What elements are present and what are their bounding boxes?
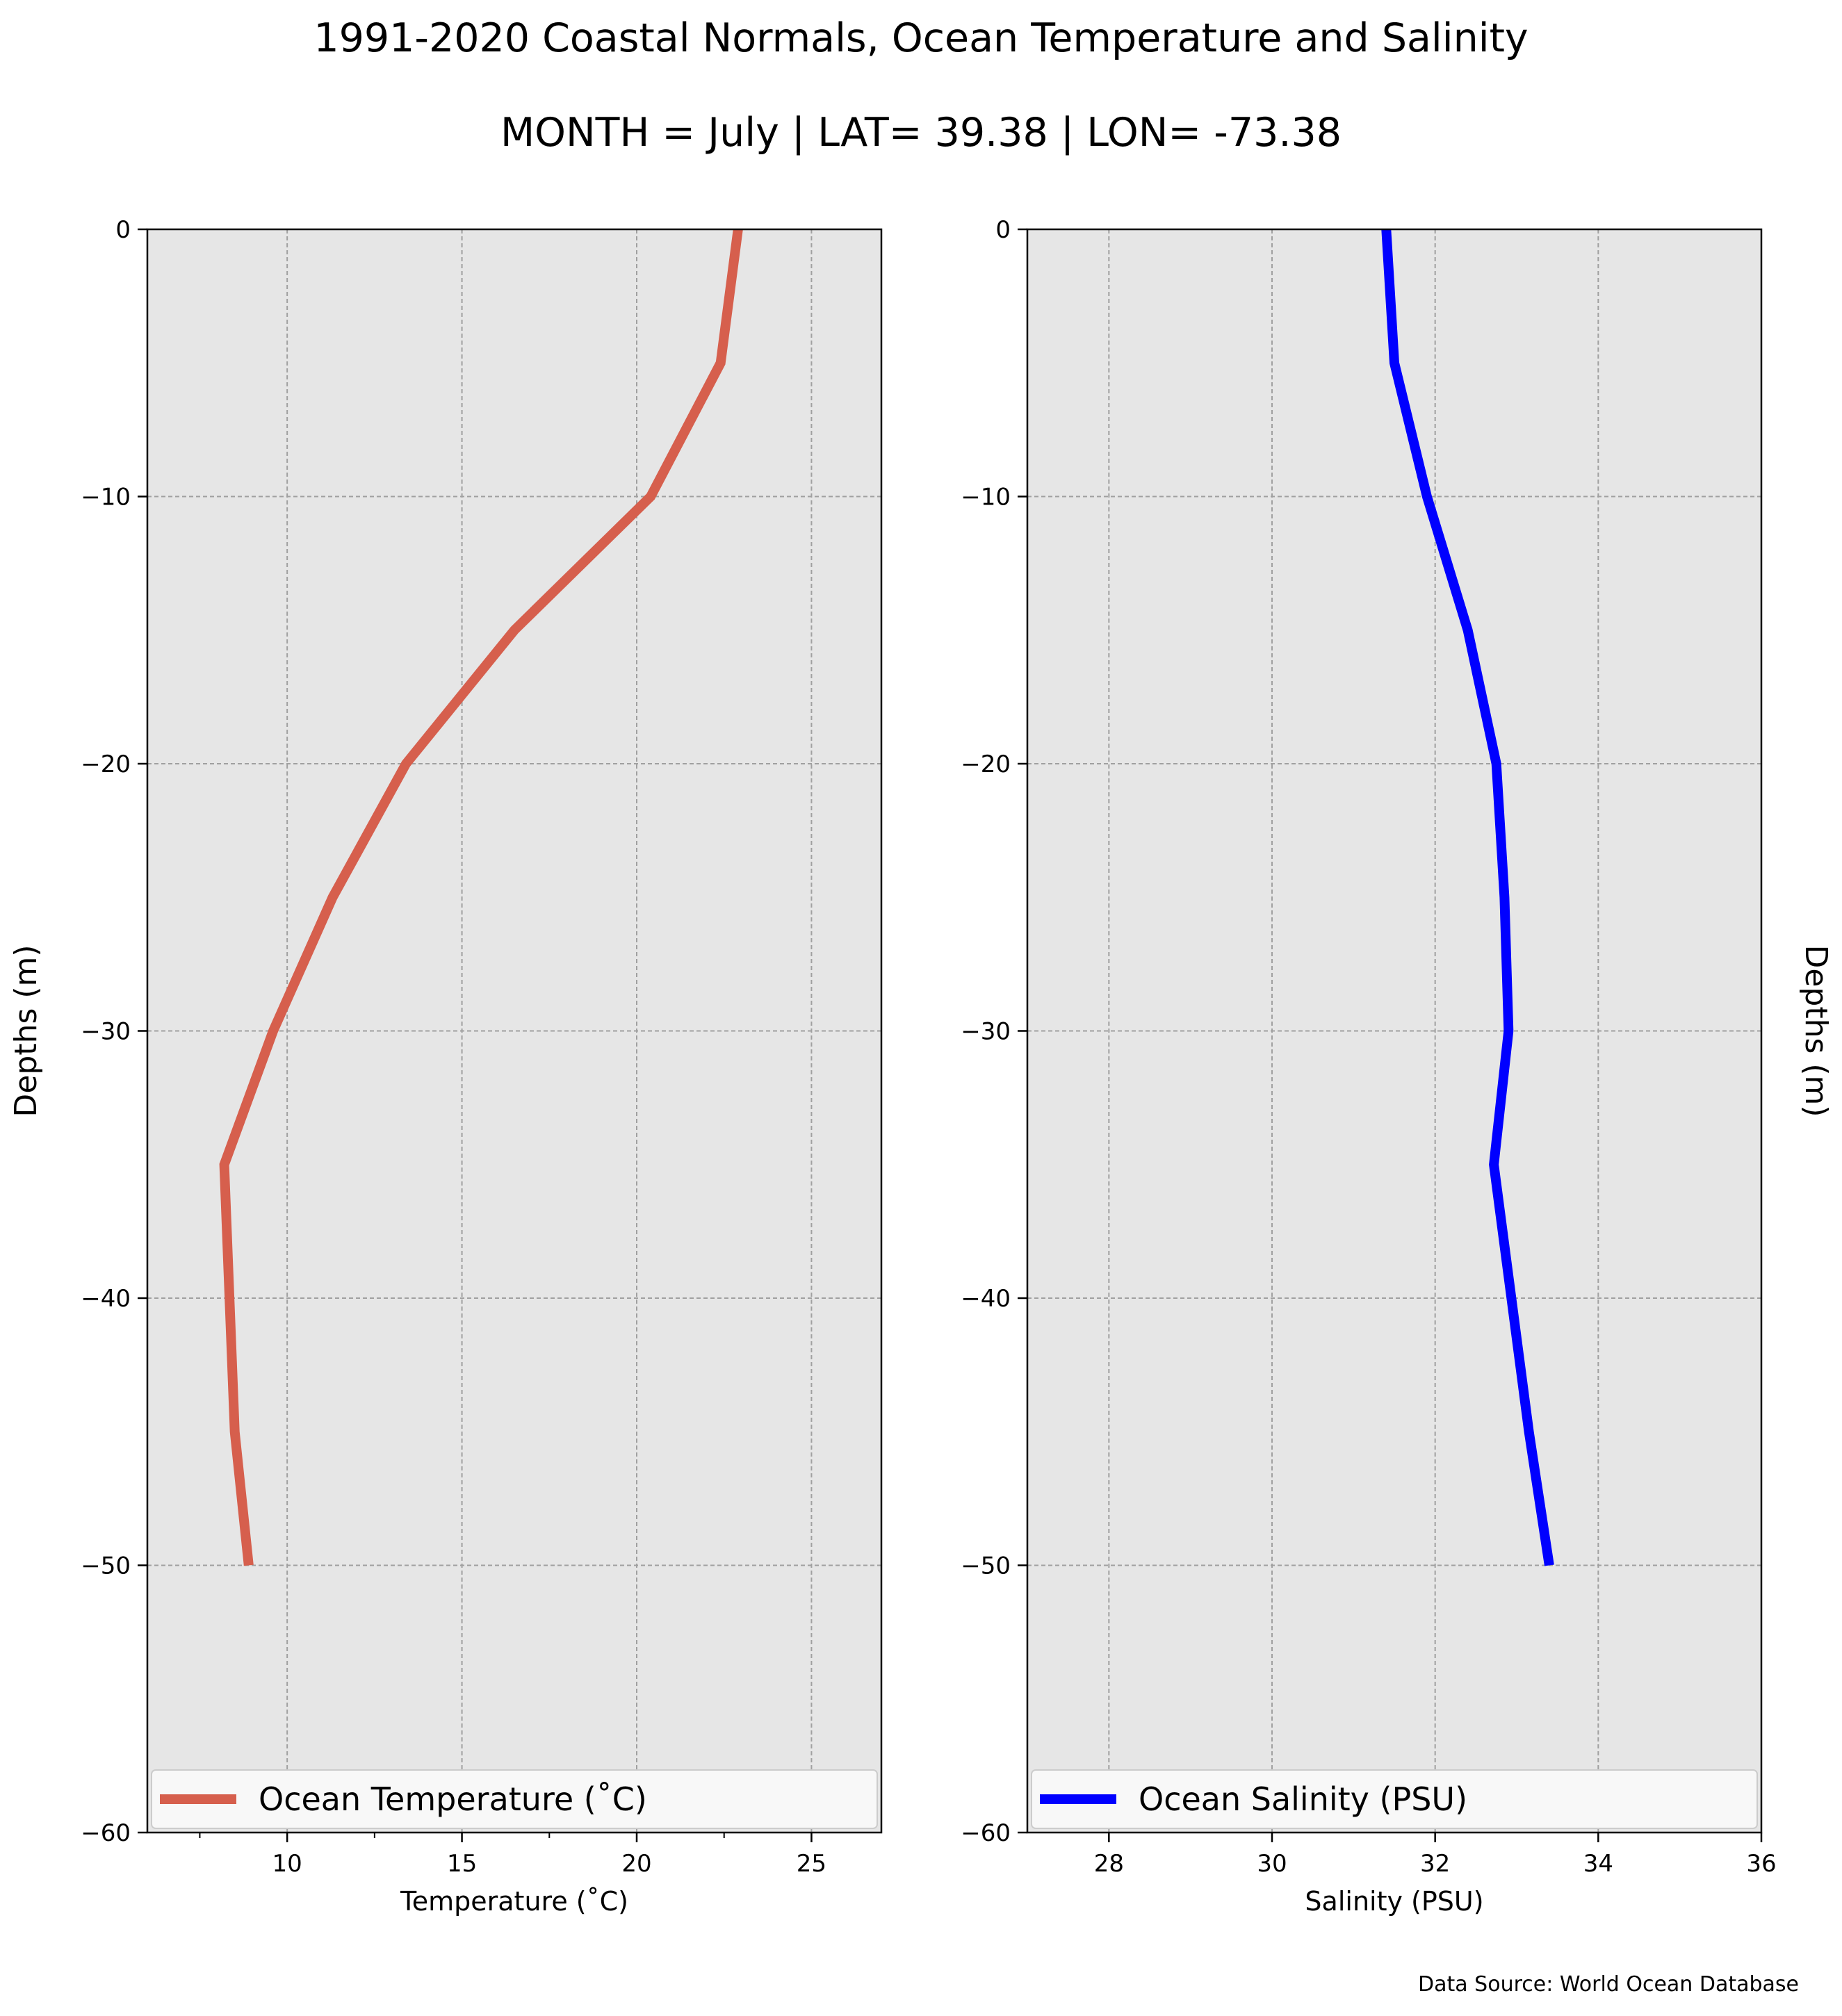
x-tick-label: 15 <box>447 1850 477 1878</box>
x-tick-label: 28 <box>1094 1850 1124 1878</box>
y-tick-label: −20 <box>961 751 1011 778</box>
x-tick-label: 34 <box>1583 1850 1613 1878</box>
x-tick-label: 36 <box>1746 1850 1776 1878</box>
y-tick-label: −50 <box>961 1552 1011 1580</box>
y-tick-label: −60 <box>961 1819 1011 1847</box>
legend-label: Ocean Salinity (PSU) <box>1139 1780 1467 1818</box>
series-line <box>1381 229 1554 1566</box>
y-axis-label: Depths (m) <box>1798 944 1834 1117</box>
y-tick-label: −30 <box>81 1018 131 1046</box>
x-tick-label: 30 <box>1257 1850 1287 1878</box>
y-tick-label: −20 <box>81 751 131 778</box>
y-tick-label: −50 <box>81 1552 131 1580</box>
chart-title: 1991-2020 Coastal Normals, Ocean Tempera… <box>313 15 1529 61</box>
legend: Ocean Salinity (PSU) <box>1031 1769 1758 1829</box>
series-line <box>219 229 743 1566</box>
x-tick-label: 20 <box>621 1850 651 1878</box>
x-tick-label: 10 <box>272 1850 302 1878</box>
data-source-note: Data Source: World Ocean Database <box>1418 1972 1799 1997</box>
legend-label: Ocean Temperature (˚C) <box>259 1780 647 1818</box>
legend-box <box>1031 1769 1758 1829</box>
y-tick-label: −60 <box>81 1819 131 1847</box>
x-axis-label: Temperature (˚C) <box>400 1886 628 1917</box>
x-tick-label: 32 <box>1420 1850 1450 1878</box>
y-tick-label: −10 <box>81 484 131 511</box>
y-tick-label: −40 <box>81 1285 131 1313</box>
plot-area <box>1027 229 1761 1833</box>
legend: Ocean Temperature (˚C) <box>151 1769 878 1829</box>
temperature-panel: Ocean Temperature (˚C) 0 −10 −20 −30 −40 −50 −6… <box>8 216 883 1917</box>
x-tick-label: 25 <box>797 1850 826 1878</box>
y-tick-label: 0 <box>995 216 1011 244</box>
y-tick-label: −40 <box>961 1285 1011 1313</box>
y-axis-label: Depths (m) <box>8 944 44 1117</box>
chart-subtitle: MONTH = July | LAT= 39.38 | LON= -73.38 <box>500 110 1342 156</box>
y-tick-label: −10 <box>961 484 1011 511</box>
legend-box <box>151 1769 878 1829</box>
plot-area <box>147 229 881 1833</box>
salinity-panel: Ocean Salinity (PSU) 0 −10 −20 −30 −40 −50 −60 2… <box>961 216 1834 1917</box>
y-tick-label: 0 <box>115 216 131 244</box>
x-axis-label: Salinity (PSU) <box>1305 1886 1483 1917</box>
y-tick-label: −30 <box>961 1018 1011 1046</box>
